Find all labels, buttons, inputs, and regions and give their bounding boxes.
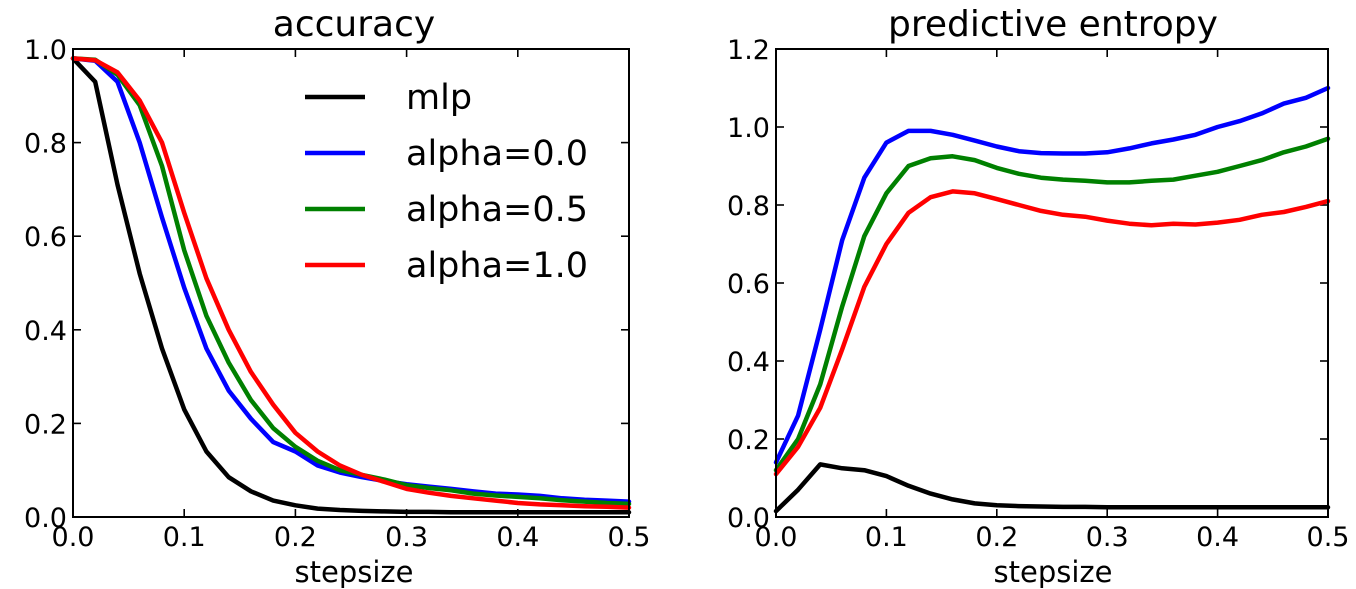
y-tick-label: 1.2 [727, 35, 770, 66]
y-tick-label: 1.0 [727, 113, 770, 144]
y-tick-label: 0.8 [24, 129, 67, 160]
x-tick-label: 0.5 [608, 522, 651, 553]
x-tick-label: 0.4 [1196, 522, 1239, 553]
x-tick-label: 0.3 [1086, 522, 1129, 553]
x-tick-label: 0.2 [274, 522, 317, 553]
x-tick-label: 0.4 [496, 522, 539, 553]
plot-frame [72, 48, 630, 518]
y-tick-label: 1.0 [24, 35, 67, 66]
series-line-mlp [773, 462, 1331, 514]
legend-entry: alpha=0.5 [406, 190, 588, 230]
series-line-alpha-0-0 [70, 56, 632, 504]
predictive-entropy-chart: predictive entropy 0.0 0.1 0.2 0.3 0.4 0.50.0… [727, 4, 1349, 589]
y-tick-label: 0.4 [727, 347, 770, 378]
x-tick-label: 0.1 [865, 522, 908, 553]
y-tick-label: 0.6 [24, 222, 67, 253]
legend-entry: mlp [406, 78, 472, 118]
chart-title: accuracy [273, 4, 435, 45]
tick-labels: 0.0 0.1 0.2 0.3 0.4 0.5 0.0 0.2 0.4 0.6 0.8 1.0 [24, 35, 650, 553]
x-tick-label: 0.1 [163, 522, 206, 553]
series-layer [70, 56, 632, 515]
y-tick-label: 0.4 [24, 316, 67, 347]
chart-title: predictive entropy [888, 4, 1218, 45]
x-tick-label: 0.0 [755, 522, 798, 553]
x-axis-label: stepsize [994, 555, 1113, 589]
y-tick-label: 0.2 [24, 409, 67, 440]
accuracy-chart: accuracy 0.0 0.1 0.2 0.3 0.4 0.50.00.20.40.60… [24, 4, 650, 589]
series-line-mlp [70, 56, 632, 515]
y-tick-label: 0.8 [727, 191, 770, 222]
y-tick-label: 0.2 [727, 425, 770, 456]
series-line-alpha-0-0 [773, 85, 1331, 465]
x-tick-label: 0.2 [975, 522, 1018, 553]
series-line-alpha-1-0 [773, 189, 1331, 477]
series-line-alpha-1-0 [70, 56, 632, 510]
x-tick-label: 0.3 [385, 522, 428, 553]
tick-labels: 0.0 0.1 0.2 0.3 0.4 0.5 0.0 0.2 0.4 0.6 0.8 1.0 1.2 [727, 35, 1349, 553]
x-axis-label: stepsize [295, 555, 414, 589]
legend-entry: alpha=1.0 [406, 246, 588, 286]
series-line-alpha-0-5 [773, 136, 1331, 473]
x-tick-label: 0.0 [52, 522, 95, 553]
legend-entry: alpha=0.0 [406, 134, 588, 174]
legend: mlp alpha=0.0 alpha=0.5 alpha=1.0 [305, 78, 588, 286]
y-tick-label: 0.0 [727, 503, 770, 534]
plot-frame [775, 48, 1329, 518]
x-tick-label: 0.5 [1307, 522, 1350, 553]
series-layer [773, 85, 1331, 514]
y-tick-label: 0.6 [727, 269, 770, 300]
y-tick-label: 0.0 [24, 503, 67, 534]
